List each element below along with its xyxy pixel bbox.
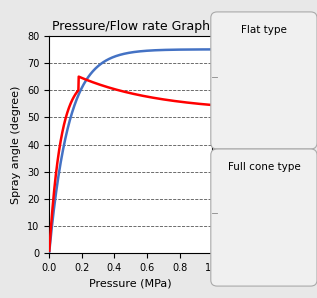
Polygon shape [240, 176, 288, 219]
Title: Pressure/Flow rate Graph: Pressure/Flow rate Graph [52, 20, 210, 33]
Circle shape [244, 222, 284, 266]
Text: Flat type: Flat type [241, 25, 287, 35]
Text: Full cone type: Full cone type [228, 162, 301, 173]
X-axis label: Pressure (MPa): Pressure (MPa) [89, 279, 172, 288]
Y-axis label: Spray angle (degree): Spray angle (degree) [11, 85, 22, 204]
Polygon shape [236, 49, 292, 97]
